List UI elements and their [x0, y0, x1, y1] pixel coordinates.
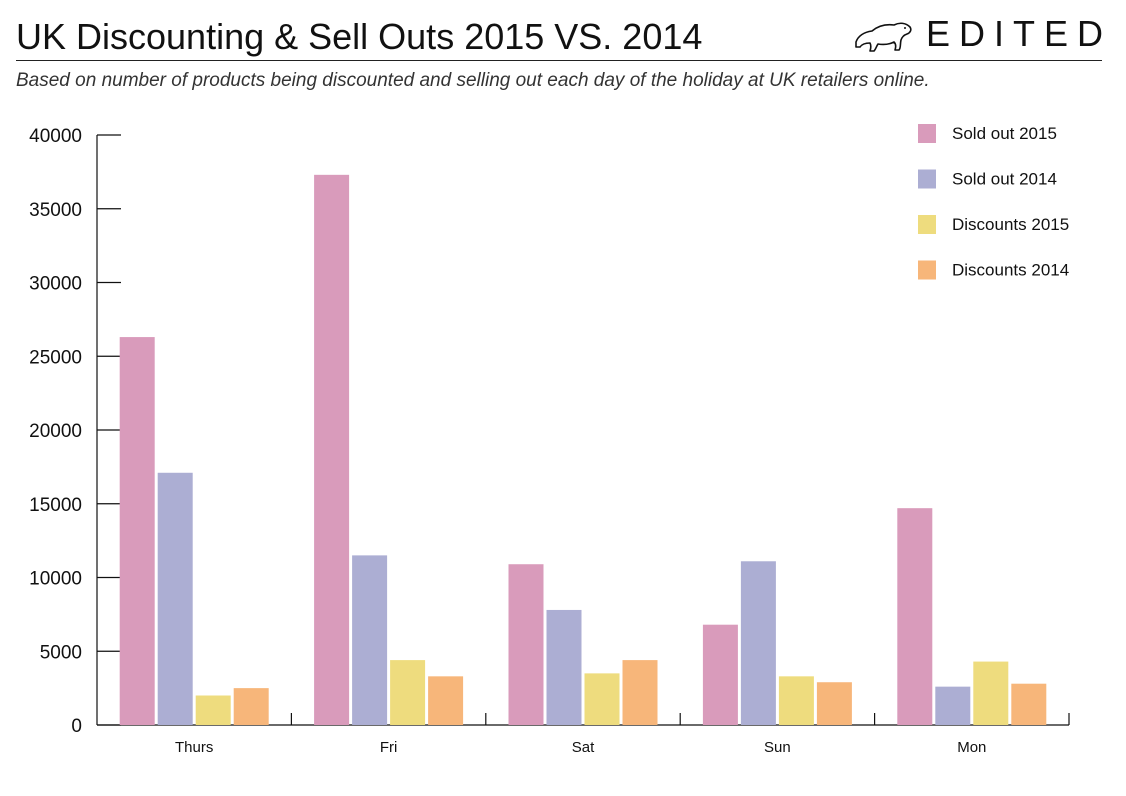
bar-sold-out-2014-thurs	[157, 472, 193, 725]
y-axis-tick-label: 0	[71, 716, 82, 737]
title-divider	[16, 60, 1102, 61]
bar-discounts-2014-fri	[428, 676, 464, 725]
chart-title: UK Discounting & Sell Outs 2015 VS. 2014	[16, 16, 703, 57]
bar-sold-out-2014-sun	[740, 561, 776, 725]
bar-sold-out-2014-fri	[352, 555, 388, 725]
chart-subtitle: Based on number of products being discou…	[16, 70, 930, 91]
legend-label: Discounts 2015	[952, 215, 1069, 234]
y-axis-tick-label: 35000	[29, 200, 82, 221]
y-axis-tick-label: 20000	[29, 421, 82, 442]
bar-discounts-2015-mon	[973, 661, 1009, 725]
legend-label: Sold out 2014	[952, 170, 1057, 189]
x-axis-category-label: Thurs	[175, 739, 213, 756]
bar-discounts-2014-thurs	[233, 688, 269, 725]
bar-discounts-2015-sat	[584, 673, 620, 725]
y-axis-tick-label: 40000	[29, 126, 82, 147]
bar-sold-out-2014-mon	[935, 686, 971, 725]
x-axis-category-label: Mon	[957, 739, 986, 756]
legend-swatch	[918, 260, 936, 280]
bar-discounts-2015-sun	[778, 676, 814, 725]
brand-logo: EDITED	[852, 12, 1112, 56]
y-axis-tick-label: 25000	[29, 347, 82, 368]
bar-discounts-2014-mon	[1011, 683, 1047, 725]
x-axis-category-label: Fri	[380, 739, 398, 756]
legend-swatch	[918, 124, 936, 143]
y-axis-tick-label: 15000	[29, 495, 82, 516]
y-axis-tick-label: 30000	[29, 274, 82, 295]
bar-discounts-2015-thurs	[195, 695, 231, 725]
legend-label: Discounts 2014	[952, 261, 1069, 280]
bar-discounts-2014-sat	[622, 660, 658, 725]
bar-sold-out-2015-fri	[314, 174, 350, 725]
brand-name: EDITED	[926, 13, 1113, 54]
legend-label: Sold out 2015	[952, 124, 1057, 143]
bar-sold-out-2015-mon	[897, 508, 933, 725]
x-axis-category-label: Sun	[764, 739, 791, 756]
bar-sold-out-2015-thurs	[119, 337, 155, 725]
legend-swatch	[918, 215, 936, 234]
bar-sold-out-2014-sat	[546, 609, 582, 725]
y-axis-tick-label: 5000	[40, 642, 82, 663]
bar-discounts-2014-sun	[816, 682, 852, 725]
bar-sold-out-2015-sat	[508, 564, 544, 725]
x-axis-category-label: Sat	[572, 739, 595, 756]
bar-discounts-2015-fri	[390, 660, 426, 725]
y-axis-tick-label: 10000	[29, 569, 82, 590]
bar-sold-out-2015-sun	[702, 624, 738, 725]
polar-bear-icon	[855, 22, 912, 52]
legend-swatch	[918, 169, 936, 189]
